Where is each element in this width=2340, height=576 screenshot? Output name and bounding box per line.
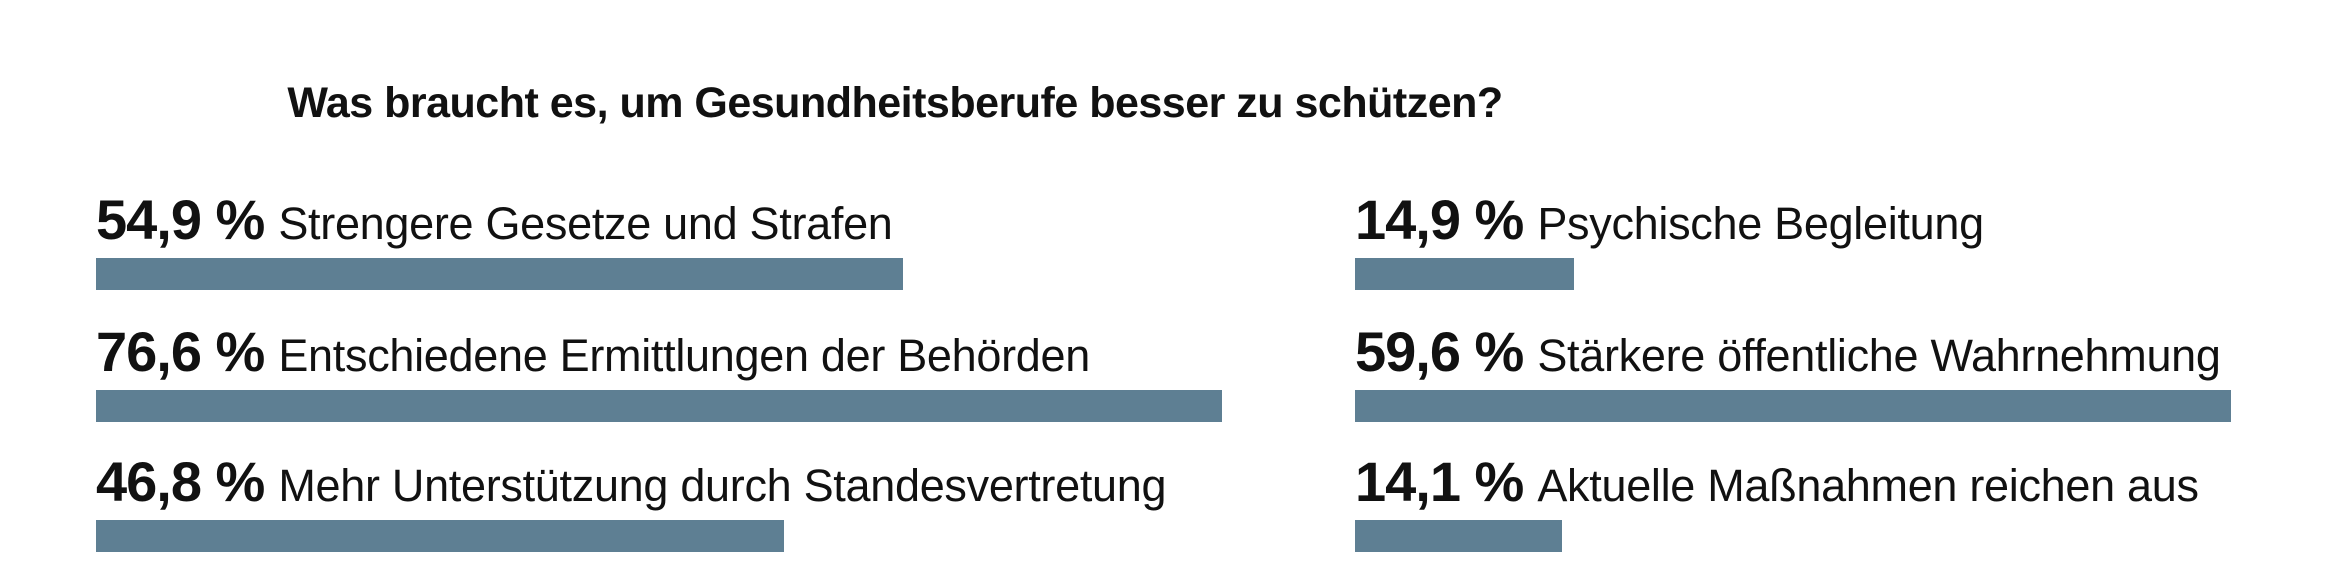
value-label: 76,6 % bbox=[96, 320, 265, 383]
bar bbox=[96, 258, 903, 290]
value-label: 14,1 % bbox=[1355, 450, 1524, 513]
bar bbox=[96, 520, 784, 552]
value-label: 59,6 % bbox=[1355, 320, 1524, 383]
category-label: Psychische Begleitung bbox=[1537, 198, 1984, 249]
category-label: Entschiedene Ermittlungen der Behörden bbox=[278, 330, 1090, 381]
category-label: Mehr Unterstützung durch Standesvertretu… bbox=[278, 460, 1167, 511]
bar-label: 54,9 % Strengere Gesetze und Strafen bbox=[96, 190, 893, 250]
chart-title: Was braucht es, um Gesundheitsberufe bes… bbox=[287, 79, 1503, 127]
bar-label: 76,6 % Entschiedene Ermittlungen der Behö… bbox=[96, 322, 1090, 382]
category-label: Aktuelle Maßnahmen reichen aus bbox=[1537, 460, 2199, 511]
category-label: Stärkere öffentliche Wahrnehmung bbox=[1537, 330, 2221, 381]
bar-label: 46,8 % Mehr Unterstützung durch Standesve… bbox=[96, 450, 1167, 513]
value-label: 54,9 % bbox=[96, 188, 265, 251]
bar-label: 14,1 % Aktuelle Maßnahmen reichen aus bbox=[1355, 452, 2199, 512]
category-label: Strengere Gesetze und Strafen bbox=[278, 198, 893, 249]
bar bbox=[1355, 390, 2231, 422]
bar-label: 59,6 % Stärkere öffentliche Wahrnehmung bbox=[1355, 322, 2221, 382]
bar bbox=[96, 390, 1222, 422]
bar bbox=[1355, 258, 1574, 290]
bar-label: 14,9 % Psychische Begleitung bbox=[1355, 190, 1984, 250]
bar bbox=[1355, 520, 1562, 552]
value-label: 14,9 % bbox=[1355, 188, 1524, 251]
value-label: 46,8 % bbox=[96, 450, 265, 513]
